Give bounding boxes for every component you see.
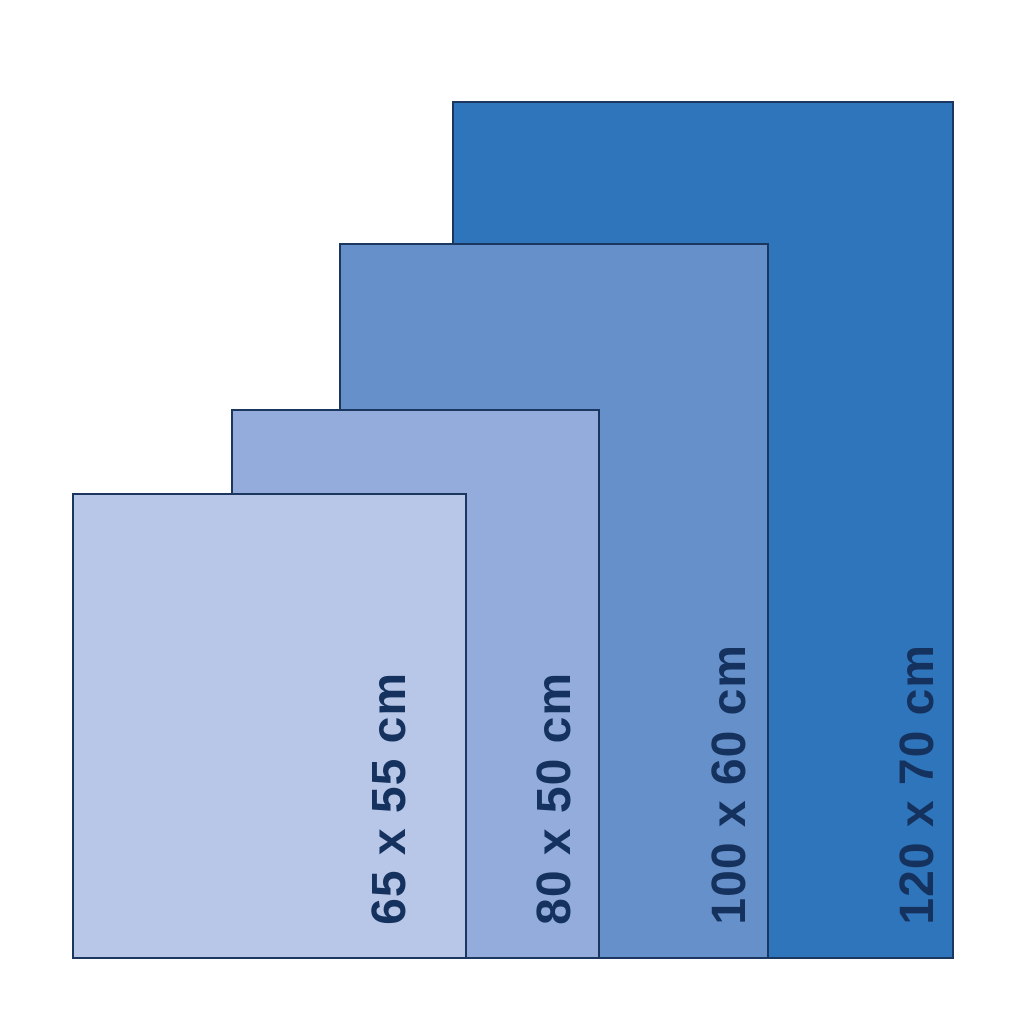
size-label-120x70: 120 x 70 cm: [891, 644, 944, 925]
size-label-65x55: 65 x 55 cm: [363, 672, 416, 925]
size-label-80x50: 80 x 50 cm: [528, 672, 581, 925]
size-label-100x60: 100 x 60 cm: [703, 644, 756, 925]
size-rect-65x55: [72, 493, 467, 959]
